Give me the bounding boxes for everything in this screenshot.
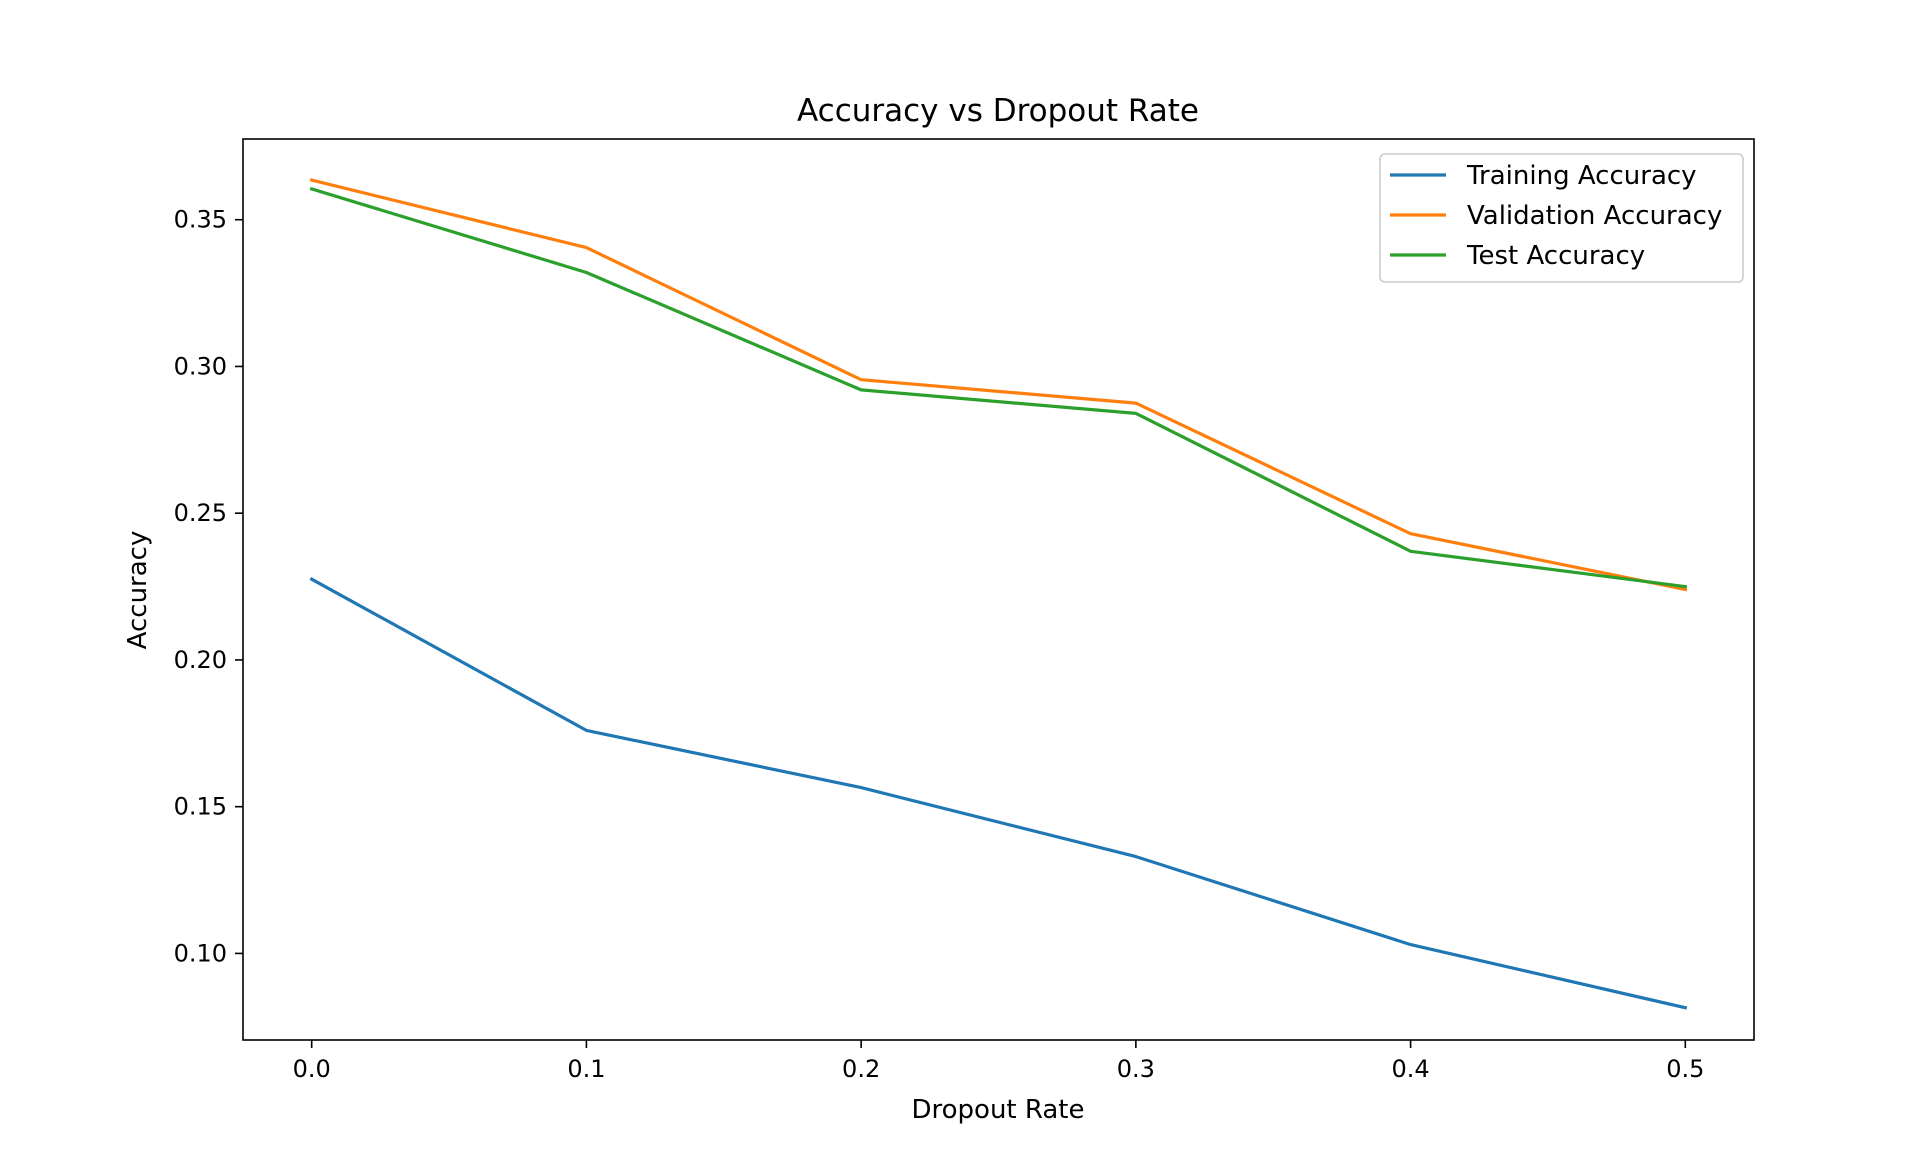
y-tick-label: 0.10 [174,939,227,967]
x-tick-label: 0.5 [1666,1055,1704,1083]
series-layer [309,178,1688,1010]
x-axis: 0.0 0.1 0.2 0.3 0.4 0.5 [293,1040,1704,1083]
y-tick-label: 0.20 [174,646,227,674]
series-line-1 [309,178,1688,592]
x-axis-label: Dropout Rate [911,1095,1084,1125]
legend-entry: Validation Accuracy [1467,201,1722,231]
y-axis: 0.10 0.15 0.20 0.25 0.30 0.35 [174,206,243,967]
x-tick-label: 0.1 [567,1055,605,1083]
plot-frame [242,138,1755,1041]
y-tick-label: 0.15 [174,793,227,821]
series-line-2 [309,186,1688,589]
y-tick-label: 0.25 [174,499,227,527]
legend-entry: Training Accuracy [1466,161,1697,191]
y-tick-label: 0.30 [174,352,227,380]
x-tick-label: 0.0 [293,1055,331,1083]
legend-entry: Test Accuracy [1466,241,1645,271]
y-tick-label: 0.35 [174,206,227,234]
x-tick-label: 0.4 [1392,1055,1430,1083]
series-line-0 [309,577,1688,1010]
chart-title: Accuracy vs Dropout Rate [797,93,1199,129]
y-axis-label: Accuracy [123,531,153,650]
legend: Training Accuracy Validation Accuracy Test… [1379,153,1744,283]
x-tick-label: 0.3 [1117,1055,1155,1083]
x-tick-label: 0.2 [842,1055,880,1083]
legend-frame [1379,153,1744,283]
